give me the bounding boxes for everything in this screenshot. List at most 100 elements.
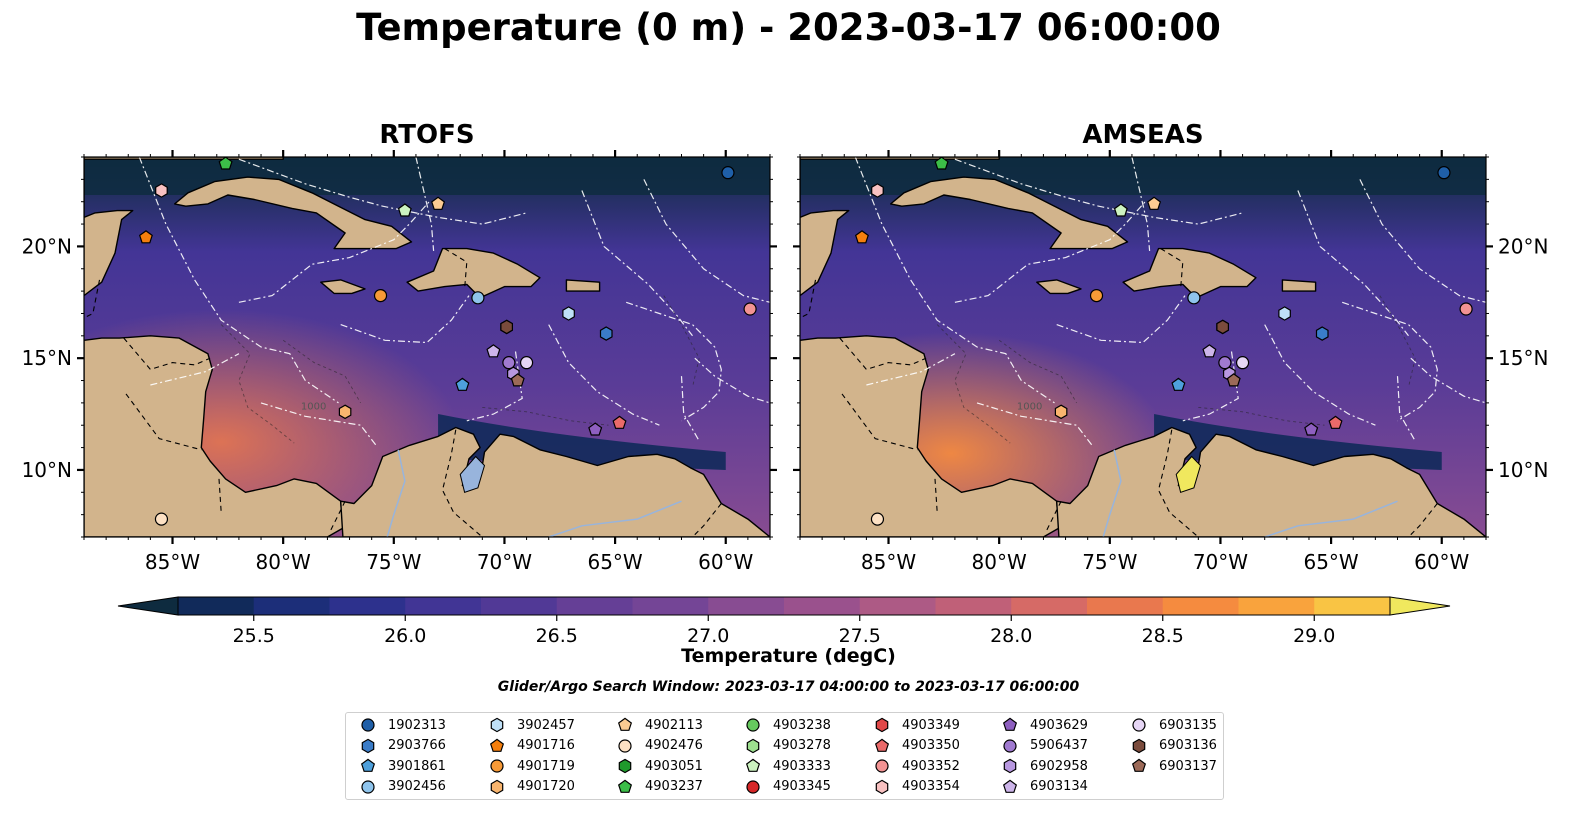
observation-marker-4901720 (1054, 404, 1068, 420)
colorbar-segment (556, 597, 634, 615)
observation-marker-6903136 (1216, 319, 1230, 335)
colorbar-segment (708, 597, 785, 615)
lat-tick-label: 15°N (22, 346, 72, 370)
legend-item-4901720: 4901720 (489, 778, 575, 796)
observation-marker-3902457 (562, 306, 575, 321)
observation-marker-4903350 (1328, 415, 1343, 429)
observation-marker-4902113 (1147, 196, 1162, 210)
colorbar-segment (1162, 597, 1240, 615)
observation-marker-4901720 (338, 404, 352, 420)
observation-marker-4901716 (854, 230, 869, 244)
legend-label: 6903135 (1159, 717, 1217, 733)
legend-item-2903766: 2903766 (360, 737, 446, 755)
legend-item-6902958: 6902958 (1002, 757, 1088, 775)
panel-title-amseas: AMSEAS (1082, 120, 1204, 150)
lon-tick-label: 65°W (587, 550, 642, 574)
observation-marker-6903137 (1226, 373, 1241, 387)
legend-item-4903345: 4903345 (745, 778, 831, 796)
colorbar-segment (859, 597, 937, 615)
colorbar-extend-high (1389, 596, 1451, 616)
observation-marker-4903237 (934, 157, 949, 170)
observation-marker-4903354 (155, 183, 168, 198)
observation-marker-1902313 (1437, 166, 1451, 180)
lon-tick-label: 70°W (477, 550, 532, 574)
legend-marker-icon (1131, 758, 1147, 772)
legend-marker-icon (746, 738, 760, 753)
lon-tick-label: 75°W (1082, 550, 1137, 574)
legend-label: 4903237 (645, 779, 703, 794)
legend-label: 1902313 (388, 717, 446, 733)
legend-marker-icon (361, 738, 375, 753)
map-frame (83, 156, 771, 538)
lon-tick-label: 60°W (698, 550, 753, 574)
colorbar-segment (1087, 597, 1164, 615)
colorbar-extend-low (117, 596, 179, 616)
legend-item-4903278: 4903278 (745, 737, 831, 755)
legend-label: 4901720 (517, 779, 575, 794)
lon-tick-label: 80°W (256, 550, 311, 574)
contour-label: 1000 (301, 402, 326, 413)
lon-tick-label: 65°W (1303, 550, 1358, 574)
observation-marker-4901716 (138, 230, 153, 244)
legend-item-4901716: 4901716 (489, 737, 575, 755)
observation-marker-2903766 (599, 326, 613, 341)
legend-marker-icon (1132, 718, 1146, 732)
legend-item-4903350: 4903350 (874, 737, 960, 755)
map-frame (799, 156, 1487, 538)
observation-marker-5906437 (1218, 356, 1232, 370)
legend-label: 3901861 (388, 758, 446, 774)
observation-marker-6903137 (510, 373, 525, 387)
figure-title: Temperature (0 m) - 2023-03-17 06:00:00 (356, 6, 1221, 49)
observation-marker-4903354 (871, 183, 884, 198)
legend-marker-icon (361, 779, 375, 794)
observation-marker-4903333 (1113, 203, 1128, 217)
legend-item-4903238: 4903238 (745, 716, 831, 734)
lat-tick-label: 20°N (22, 234, 72, 258)
legend-label: 4903345 (773, 779, 831, 794)
observation-marker-6903135 (519, 356, 534, 370)
legend-item-4901719: 4901719 (489, 757, 575, 775)
observation-marker-4903352 (743, 302, 757, 316)
colorbar-segment (329, 597, 406, 615)
legend-marker-icon (875, 779, 889, 794)
rtofs-map: 1000 (84, 157, 770, 537)
legend-item-4903237: 4903237 (617, 778, 703, 796)
legend-label: 6903136 (1159, 738, 1217, 753)
amseas-map: 1000 (800, 157, 1486, 537)
observation-marker-4903629 (588, 422, 603, 436)
lon-tick-label: 85°W (145, 550, 200, 574)
legend-label: 4903629 (1030, 717, 1088, 733)
legend-marker-icon (1002, 717, 1018, 731)
lon-tick-label: 75°W (366, 550, 421, 574)
legend-marker-icon (360, 758, 376, 772)
observation-marker-4903350 (612, 415, 627, 429)
legend-marker-icon (1132, 738, 1146, 753)
legend-marker-icon (361, 718, 375, 732)
legend-item-4902113: 4902113 (617, 716, 703, 734)
panel-title-rtofs: RTOFS (379, 120, 475, 150)
observation-marker-4902476 (870, 512, 885, 526)
observation-marker-6903134 (486, 344, 501, 358)
lon-tick-label: 60°W (1414, 550, 1469, 574)
colorbar-segment (178, 597, 255, 615)
lat-tick-label: 20°N (1498, 234, 1548, 258)
legend-marker-icon (1003, 758, 1017, 774)
colorbar-label: Temperature (degC) (681, 645, 896, 667)
legend-item-3901861: 3901861 (360, 757, 446, 775)
legend: 1902313 2903766 3901861 3902456 3902457 49017… (345, 712, 1224, 800)
search-window-caption: Glider/Argo Search Window: 2023-03-17 04… (497, 679, 1080, 695)
observation-marker-3902456 (1187, 291, 1201, 305)
legend-label: 4903051 (645, 758, 703, 774)
legend-label: 6902958 (1030, 758, 1088, 774)
colorbar-tick-label: 26.5 (536, 625, 578, 647)
observation-marker-4903333 (397, 203, 412, 217)
observation-marker-6903135 (1235, 356, 1250, 370)
legend-item-4903629: 4903629 (1002, 716, 1088, 734)
legend-item-4903354: 4903354 (874, 778, 960, 796)
colorbar-tick-label: 27.0 (687, 625, 729, 647)
legend-marker-icon (746, 718, 760, 732)
legend-item-4903349: 4903349 (874, 716, 960, 734)
legend-item-6903134: 6903134 (1002, 778, 1088, 796)
colorbar-segment (1238, 597, 1315, 615)
